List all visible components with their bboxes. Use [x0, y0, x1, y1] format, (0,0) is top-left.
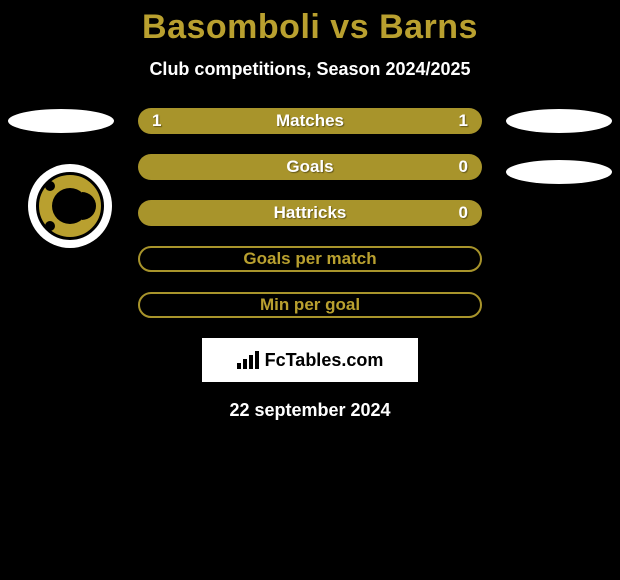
- bar-2: [243, 359, 247, 369]
- page-title: Basomboli vs Barns: [0, 8, 620, 47]
- date-text: 22 september 2024: [0, 400, 620, 421]
- stat-right-value: 0: [459, 203, 468, 223]
- stat-label: Min per goal: [260, 295, 360, 315]
- vs-separator: vs: [330, 8, 369, 46]
- player-a-name: Basomboli: [142, 8, 320, 46]
- player-b-club-placeholder: [506, 160, 612, 184]
- stat-label: Matches: [276, 111, 344, 131]
- stat-row-goals: Goals 0: [138, 154, 482, 180]
- stat-label: Goals per match: [243, 249, 376, 269]
- stat-row-goals-per-match: Goals per match: [138, 246, 482, 272]
- stat-right-value: 0: [459, 157, 468, 177]
- bar-4: [255, 351, 259, 369]
- stat-right-value: 1: [459, 111, 468, 131]
- stat-left-value: 1: [152, 111, 161, 131]
- bar-1: [237, 363, 241, 369]
- branding-box: FcTables.com: [202, 338, 418, 382]
- bar-chart-icon: [237, 351, 261, 369]
- stats-area: 1 Matches 1 Goals 0 Hattricks 0 Goals pe…: [0, 108, 620, 421]
- player-a-photo-placeholder: [8, 109, 114, 133]
- stat-row-hattricks: Hattricks 0: [138, 200, 482, 226]
- subtitle: Club competitions, Season 2024/2025: [0, 59, 620, 80]
- player-a-club-badge: [28, 164, 112, 248]
- player-b-photo-placeholder: [506, 109, 612, 133]
- club-badge-icon: [36, 172, 104, 240]
- stat-rows: 1 Matches 1 Goals 0 Hattricks 0 Goals pe…: [138, 108, 482, 318]
- comparison-card: Basomboli vs Barns Club competitions, Se…: [0, 0, 620, 421]
- stat-row-min-per-goal: Min per goal: [138, 292, 482, 318]
- player-b-name: Barns: [379, 8, 478, 46]
- stat-label: Goals: [286, 157, 333, 177]
- stat-label: Hattricks: [274, 203, 347, 223]
- branding-text: FcTables.com: [265, 350, 384, 371]
- stat-row-matches: 1 Matches 1: [138, 108, 482, 134]
- bar-3: [249, 355, 253, 369]
